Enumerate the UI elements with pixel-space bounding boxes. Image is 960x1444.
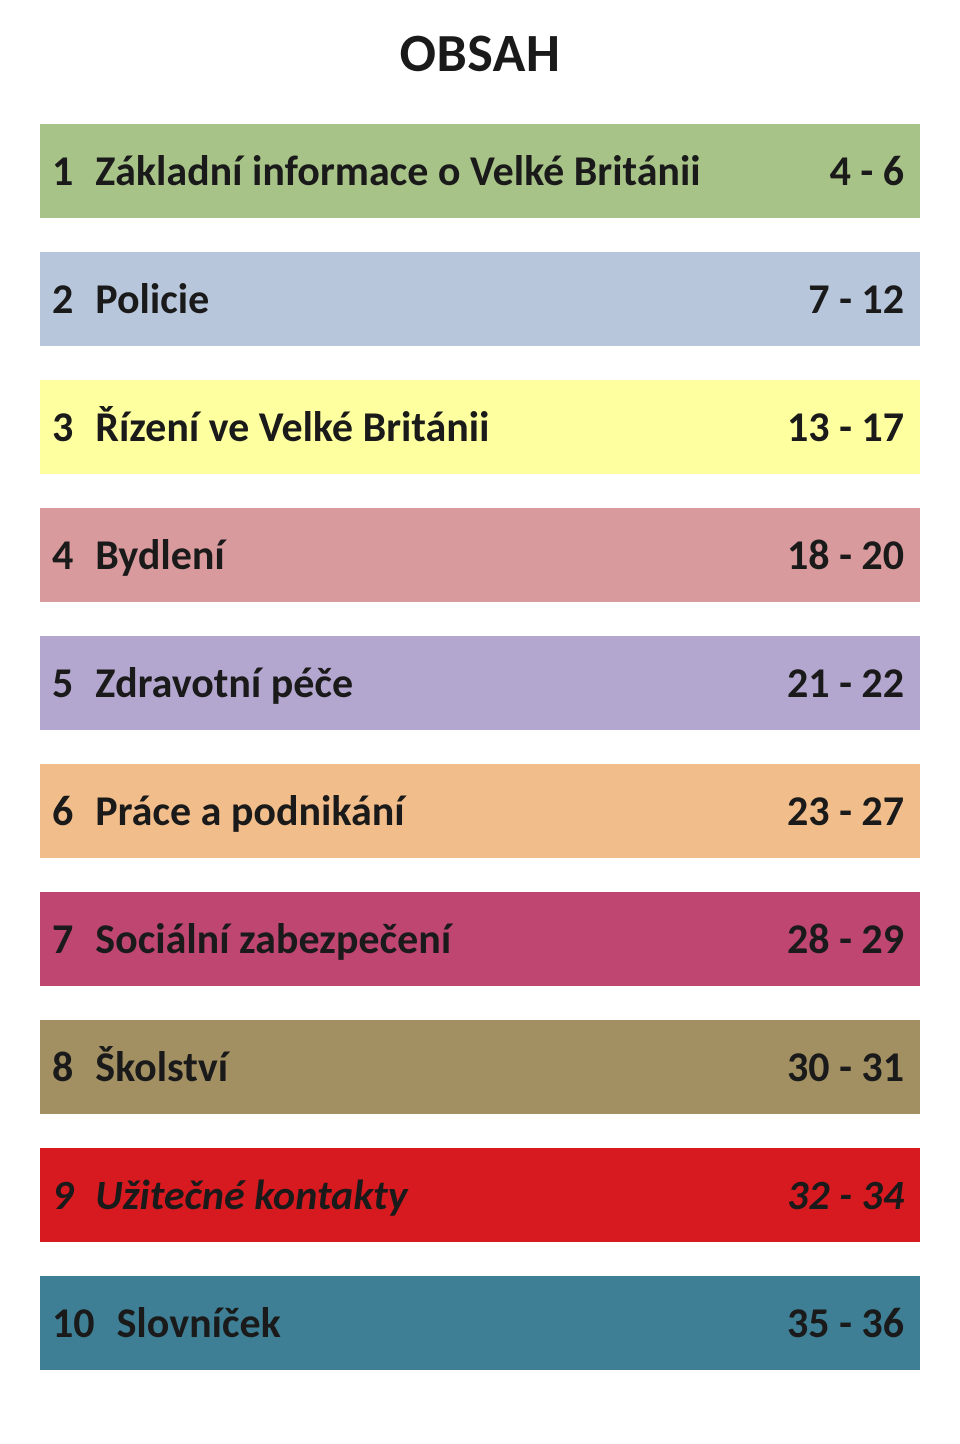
toc-row-label: Základní informace o Velké Británii <box>95 146 700 197</box>
toc-row-left: 10 Slovníček <box>52 1298 281 1349</box>
toc-row-left: 3 Řízení ve Velké Británii <box>52 402 489 453</box>
toc-row-label: Bydlení <box>95 530 224 581</box>
toc-row-label: Sociální zabezpečení <box>95 914 451 965</box>
toc-row-label: Zdravotní péče <box>95 658 353 709</box>
toc-row: 9 Užitečné kontakty 32 - 34 <box>40 1148 920 1242</box>
toc-row-label: Užitečné kontakty <box>95 1170 407 1221</box>
toc-row-pages: 30 - 31 <box>787 1042 904 1093</box>
toc-row-pages: 32 - 34 <box>787 1170 904 1221</box>
toc-row-number: 1 <box>52 146 73 197</box>
toc-row-pages: 21 - 22 <box>787 658 904 709</box>
toc-row-number: 4 <box>52 530 73 581</box>
toc-row: 7 Sociální zabezpečení 28 - 29 <box>40 892 920 986</box>
toc-row-number: 6 <box>52 786 73 837</box>
toc-row-number: 10 <box>52 1298 95 1349</box>
toc-row-left: 6 Práce a podnikání <box>52 786 405 837</box>
toc-row-number: 3 <box>52 402 73 453</box>
toc-row-left: 7 Sociální zabezpečení <box>52 914 451 965</box>
toc-row: 10 Slovníček 35 - 36 <box>40 1276 920 1370</box>
toc-row: 4 Bydlení 18 - 20 <box>40 508 920 602</box>
toc-row-label: Policie <box>95 274 209 325</box>
toc-row-left: 2 Policie <box>52 274 209 325</box>
toc-row-number: 8 <box>52 1042 73 1093</box>
toc-row-pages: 35 - 36 <box>787 1298 904 1349</box>
toc-row-pages: 7 - 12 <box>808 274 904 325</box>
toc-row-label: Práce a podnikání <box>95 786 404 837</box>
toc-row: 8 Školství 30 - 31 <box>40 1020 920 1114</box>
toc-rows: 1 Základní informace o Velké Británii 4 - … <box>40 124 920 1370</box>
toc-row-pages: 18 - 20 <box>787 530 904 581</box>
page-title: OBSAH <box>40 20 920 86</box>
toc-row: 3 Řízení ve Velké Británii 13 - 17 <box>40 380 920 474</box>
toc-row-pages: 23 - 27 <box>787 786 904 837</box>
toc-row-left: 1 Základní informace o Velké Británii <box>52 146 701 197</box>
toc-row: 2 Policie 7 - 12 <box>40 252 920 346</box>
toc-row-left: 9 Užitečné kontakty <box>52 1170 407 1221</box>
toc-row-pages: 4 - 6 <box>830 146 904 197</box>
toc-row: 5 Zdravotní péče 21 - 22 <box>40 636 920 730</box>
toc-row-number: 7 <box>52 914 73 965</box>
toc-row: 1 Základní informace o Velké Británii 4 - … <box>40 124 920 218</box>
toc-row-label: Školství <box>95 1042 228 1093</box>
toc-row-pages: 13 - 17 <box>787 402 904 453</box>
page: OBSAH 1 Základní informace o Velké Britán… <box>0 0 960 1444</box>
toc-row-number: 9 <box>52 1170 73 1221</box>
toc-row-left: 4 Bydlení <box>52 530 225 581</box>
toc-row-pages: 28 - 29 <box>787 914 904 965</box>
toc-row-left: 5 Zdravotní péče <box>52 658 353 709</box>
toc-row-label: Slovníček <box>117 1298 281 1349</box>
toc-row-number: 2 <box>52 274 73 325</box>
toc-row: 6 Práce a podnikání 23 - 27 <box>40 764 920 858</box>
toc-row-label: Řízení ve Velké Británii <box>95 402 489 453</box>
toc-row-number: 5 <box>52 658 73 709</box>
toc-row-left: 8 Školství <box>52 1042 228 1093</box>
